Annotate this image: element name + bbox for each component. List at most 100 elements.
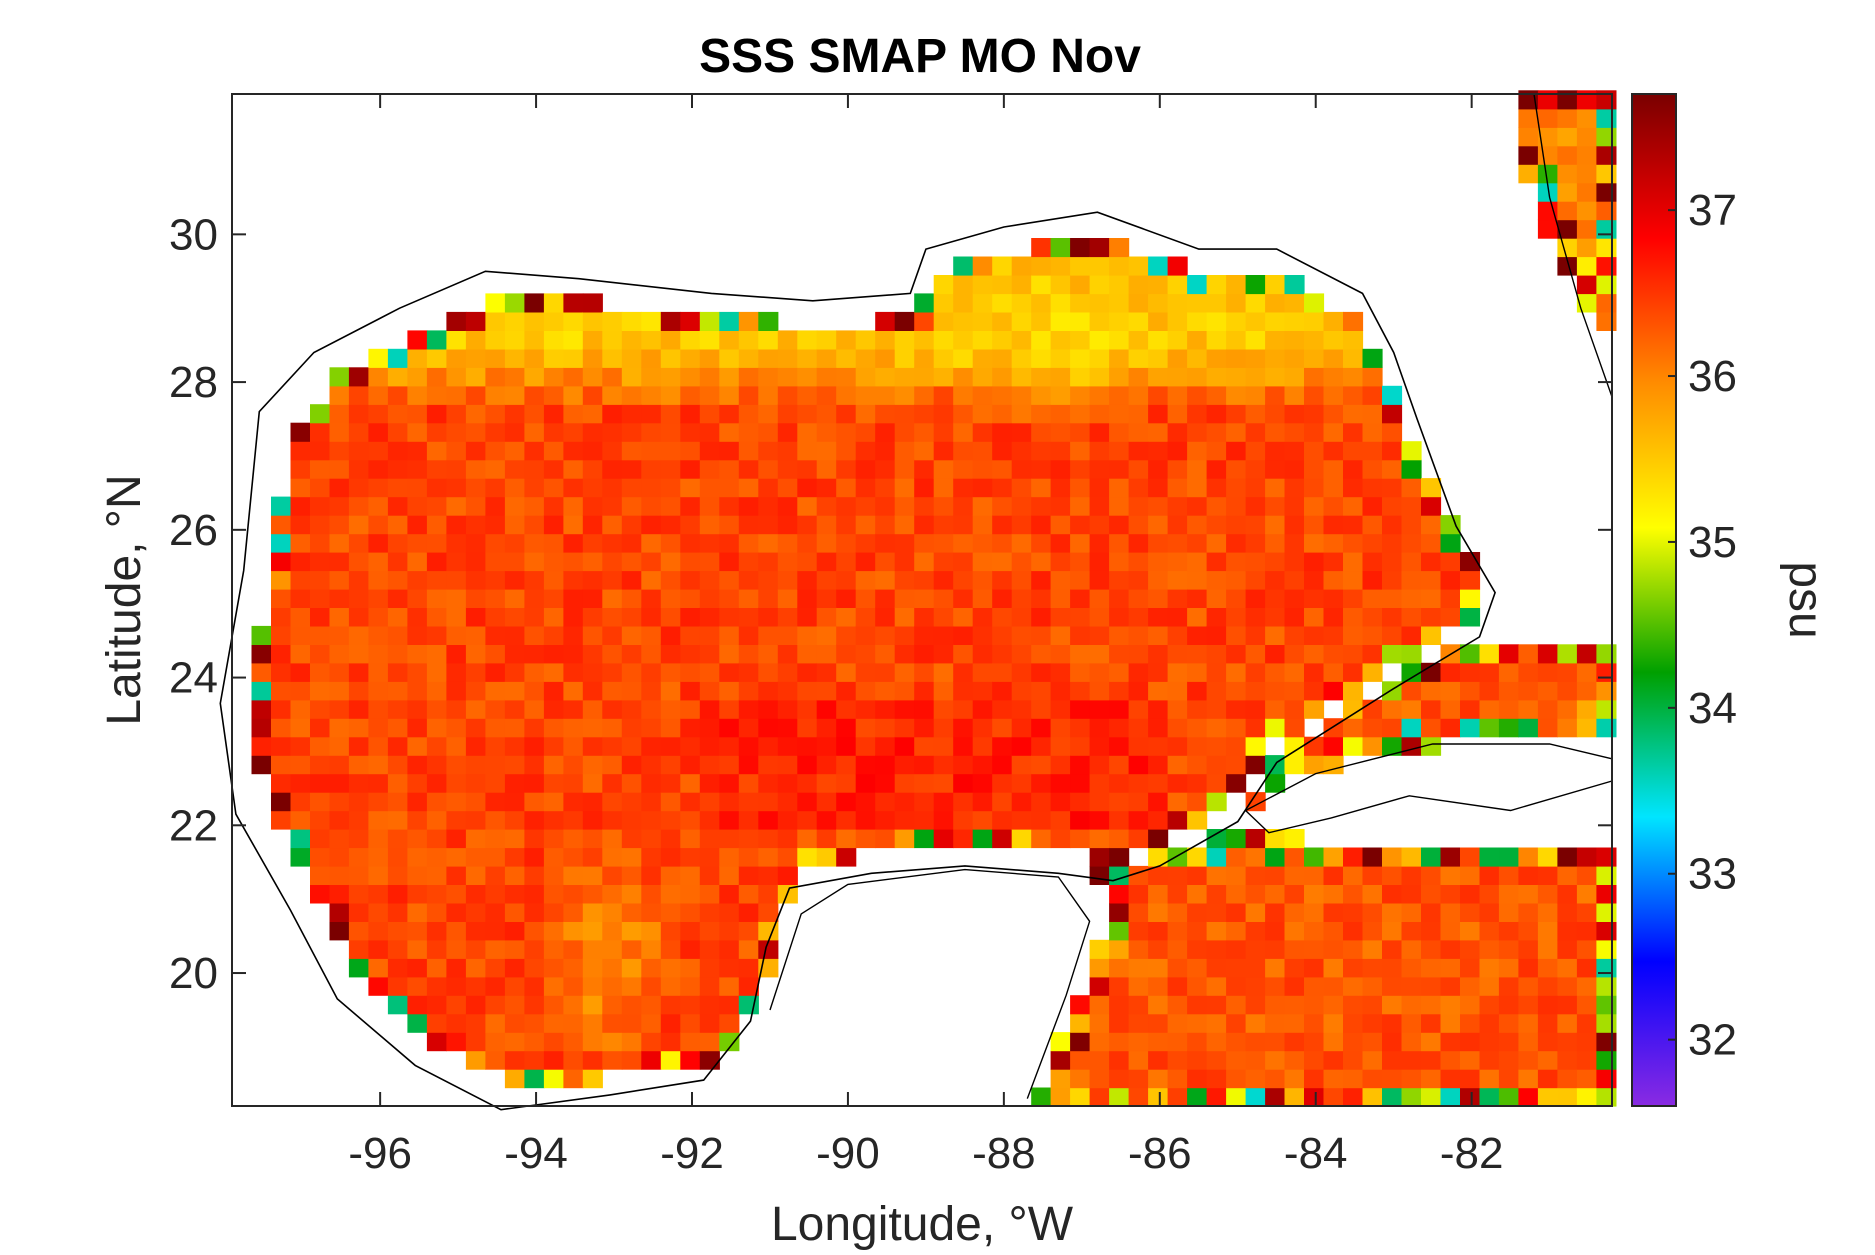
heatmap-cell <box>1148 330 1169 350</box>
heatmap-cell <box>660 625 681 645</box>
heatmap-cell <box>1089 588 1110 608</box>
heatmap-cell <box>1031 829 1052 849</box>
heatmap-cell <box>1226 995 1247 1015</box>
heatmap-cell <box>446 441 467 461</box>
heatmap-cell <box>933 533 954 553</box>
heatmap-cell <box>855 792 876 812</box>
heatmap-cell <box>953 330 974 350</box>
heatmap-cell <box>1050 607 1071 627</box>
heatmap-cell <box>1421 533 1442 553</box>
heatmap-cell <box>1382 699 1403 719</box>
heatmap-cell <box>660 662 681 682</box>
heatmap-cell <box>1421 921 1442 941</box>
heatmap-cell <box>641 884 662 904</box>
heatmap-cell <box>1226 552 1247 572</box>
heatmap-cell <box>1167 385 1188 405</box>
heatmap-cell <box>1343 588 1364 608</box>
heatmap-cell <box>1089 1013 1110 1033</box>
heatmap-cell <box>875 699 896 719</box>
heatmap-cell <box>1479 1050 1500 1070</box>
heatmap-cell <box>1050 330 1071 350</box>
heatmap-cell <box>329 865 350 885</box>
heatmap-cell <box>504 441 525 461</box>
heatmap-cell <box>758 718 779 738</box>
heatmap-cell <box>1109 367 1130 387</box>
heatmap-cell <box>699 921 720 941</box>
heatmap-cell <box>738 441 759 461</box>
heatmap-cell <box>719 976 740 996</box>
heatmap-cell <box>641 1013 662 1033</box>
heatmap-cell <box>660 829 681 849</box>
heatmap-cell <box>1031 1087 1052 1107</box>
heatmap-cell <box>1576 182 1597 202</box>
heatmap-cell <box>953 385 974 405</box>
heatmap-cell <box>543 459 564 479</box>
heatmap-cell <box>738 662 759 682</box>
heatmap-cell <box>1109 552 1130 572</box>
heatmap-cell <box>1226 736 1247 756</box>
heatmap-cell <box>524 829 545 849</box>
heatmap-cell <box>816 552 837 572</box>
y-tick-label: 24 <box>169 654 218 703</box>
heatmap-cell <box>738 699 759 719</box>
heatmap-cell <box>641 1050 662 1070</box>
heatmap-cell <box>992 681 1013 701</box>
heatmap-cell <box>1109 865 1130 885</box>
heatmap-cell <box>719 404 740 424</box>
heatmap-cell <box>1128 293 1149 313</box>
heatmap-cell <box>602 810 623 830</box>
heatmap-cell <box>1148 293 1169 313</box>
heatmap-cell <box>1382 1032 1403 1052</box>
heatmap-cell <box>777 625 798 645</box>
heatmap-cell <box>1148 1087 1169 1107</box>
heatmap-cell <box>465 995 486 1015</box>
heatmap-cell <box>855 588 876 608</box>
heatmap-cell <box>933 773 954 793</box>
heatmap-cell <box>699 662 720 682</box>
heatmap-cell <box>1498 902 1519 922</box>
heatmap-cell <box>563 588 584 608</box>
heatmap-cell <box>1537 884 1558 904</box>
heatmap-cell <box>1265 829 1286 849</box>
heatmap-cell <box>426 755 447 775</box>
heatmap-cell <box>1187 478 1208 498</box>
heatmap-cell <box>1089 681 1110 701</box>
heatmap-cell <box>1148 459 1169 479</box>
heatmap-cell <box>426 902 447 922</box>
heatmap-cell <box>426 607 447 627</box>
heatmap-cell <box>426 330 447 350</box>
heatmap-cell <box>1284 275 1305 295</box>
heatmap-cell <box>1557 847 1578 867</box>
heatmap-cell <box>1557 718 1578 738</box>
heatmap-cell <box>1440 1087 1461 1107</box>
heatmap-cell <box>1206 1069 1227 1089</box>
heatmap-cell <box>738 588 759 608</box>
heatmap-cell <box>1323 1032 1344 1052</box>
heatmap-cell <box>582 865 603 885</box>
heatmap-cell <box>1382 422 1403 442</box>
heatmap-cell <box>1206 311 1227 331</box>
heatmap-cell <box>1362 958 1383 978</box>
heatmap-cell <box>972 810 993 830</box>
heatmap-cell <box>582 847 603 867</box>
heatmap-cell <box>1148 736 1169 756</box>
heatmap-cell <box>524 570 545 590</box>
heatmap-cell <box>563 311 584 331</box>
heatmap-cell <box>1128 810 1149 830</box>
heatmap-cell <box>1089 792 1110 812</box>
heatmap-cell <box>797 681 818 701</box>
heatmap-cell <box>1070 1032 1091 1052</box>
heatmap-cell <box>777 348 798 368</box>
heatmap-cell <box>680 718 701 738</box>
heatmap-cell <box>543 1050 564 1070</box>
heatmap-cell <box>602 311 623 331</box>
heatmap-cell <box>719 699 740 719</box>
heatmap-cell <box>836 459 857 479</box>
heatmap-cell <box>1187 1069 1208 1089</box>
heatmap-cell <box>699 736 720 756</box>
heatmap-cell <box>1167 1013 1188 1033</box>
heatmap-cell <box>1245 644 1266 664</box>
heatmap-cell <box>836 330 857 350</box>
heatmap-cell <box>485 958 506 978</box>
heatmap-cell <box>329 625 350 645</box>
